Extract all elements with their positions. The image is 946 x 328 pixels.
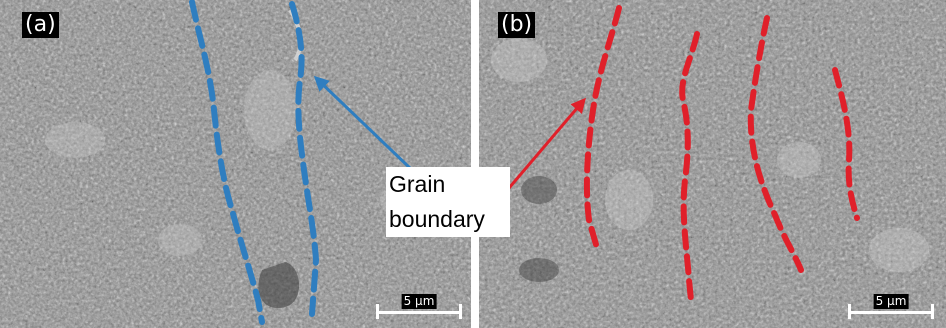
panel-label-a: (a) <box>22 12 59 38</box>
grain-boundary-lines-b <box>583 5 860 303</box>
grain-boundary-a-right <box>289 1 320 317</box>
scale-bar-tick-left <box>376 304 379 319</box>
grain-boundary-b-1 <box>583 5 622 251</box>
grain-boundary-lines-a <box>189 0 320 325</box>
panel-label-b: (b) <box>498 12 536 38</box>
scale-bar-a: 5 µm <box>376 294 462 319</box>
annotation-line-2: boundary <box>389 206 485 232</box>
micrograph-texture-a <box>0 0 471 328</box>
scale-bar-b: 5 µm <box>848 294 934 319</box>
blue-arrow <box>313 75 414 172</box>
grain-boundary-b-4 <box>832 67 860 221</box>
annotation-line-1: Grain <box>389 171 446 197</box>
micrograph-panel-b: (b) 5 µm <box>479 0 946 328</box>
scale-bar-line <box>848 311 934 314</box>
scale-bar-tick-right <box>931 304 934 319</box>
scale-bar-label-a: 5 µm <box>401 294 437 309</box>
micrograph-texture-b <box>479 0 946 328</box>
scale-bar-label-b: 5 µm <box>873 294 909 309</box>
scale-bar-tick-right <box>459 304 462 319</box>
scale-bar-line <box>376 311 462 314</box>
micrograph-panel-a: (a) 5 µm <box>0 0 471 328</box>
grain-boundary-b-3 <box>747 15 804 273</box>
grain-boundary-a-left <box>189 0 265 325</box>
scale-bar-tick-left <box>848 304 851 319</box>
grain-boundary-annotation: Grain boundary <box>386 167 510 237</box>
grain-boundary-b-2 <box>679 31 700 303</box>
